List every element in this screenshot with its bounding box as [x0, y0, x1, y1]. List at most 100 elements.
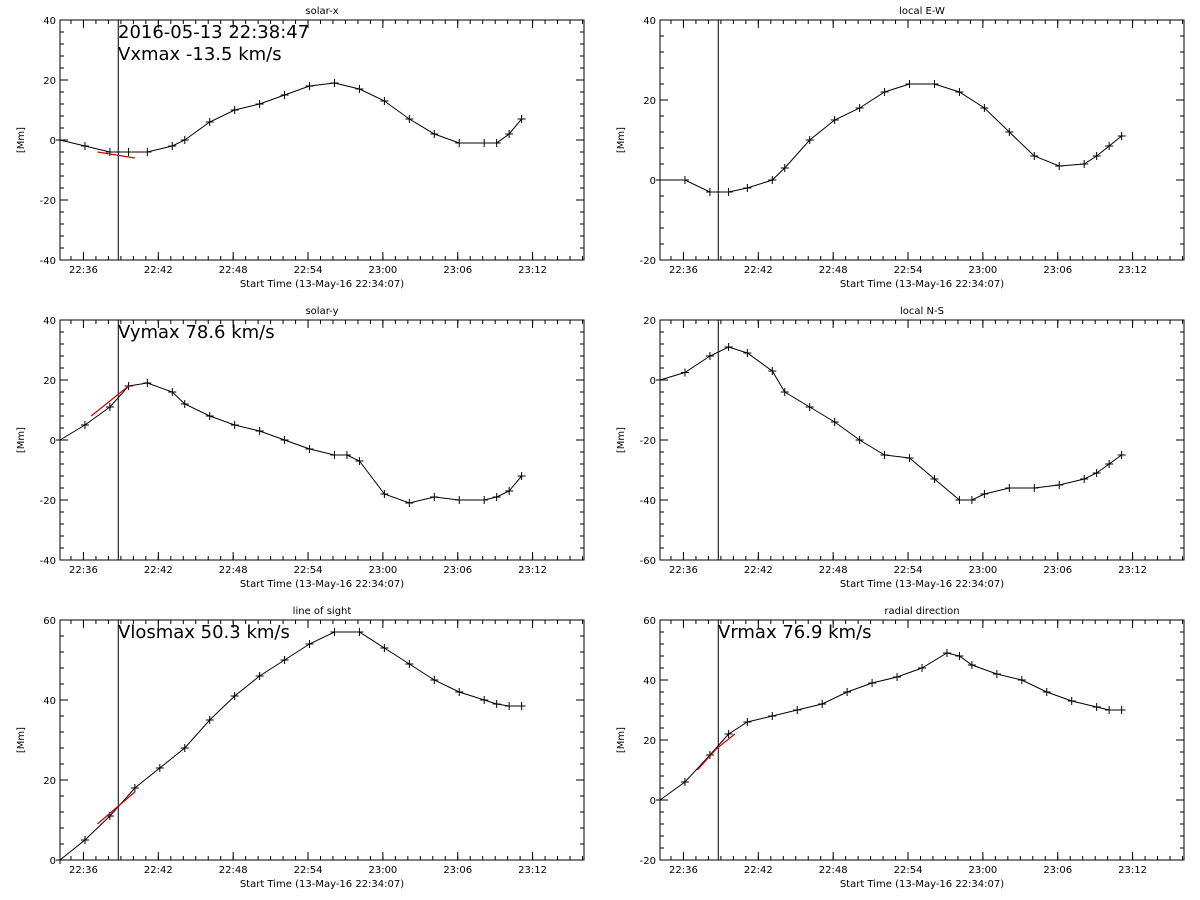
x-tick-label: 23:12 [1118, 565, 1147, 576]
data-point [180, 744, 189, 752]
x-tick-label: 23:06 [1043, 565, 1072, 576]
data-point [105, 148, 114, 156]
y-tick-label: -40 [40, 256, 56, 267]
y-tick-label: 20 [43, 376, 56, 387]
data-point [805, 403, 814, 411]
data-point [180, 400, 189, 408]
data-point [1105, 142, 1114, 150]
x-tick-label: 22:36 [669, 265, 698, 276]
data-point [330, 628, 339, 636]
data-point [743, 184, 752, 192]
y-tick-label: -40 [40, 556, 56, 567]
y-tick-label: 0 [50, 436, 56, 447]
x-axis-title: Start Time (13-May-16 22:34:07) [240, 279, 404, 290]
y-tick-label: -20 [40, 496, 56, 507]
x-tick-label: 23:12 [518, 265, 547, 276]
series-line [59, 82, 523, 153]
axes-frame [59, 619, 585, 861]
data-point [724, 730, 733, 738]
panel-3: local N-S 22:36 22:42 22:48 22:54 23:00 23:06 2… [616, 306, 1185, 590]
x-axis-title: Start Time (13-May-16 22:34:07) [240, 579, 404, 590]
annotation: Vlosmax 50.3 km/s [118, 622, 290, 643]
y-tick-label: 40 [43, 696, 56, 707]
x-tick-label: 23:06 [1043, 265, 1072, 276]
data-point [843, 688, 852, 696]
annotation: Vymax 78.6 km/s [118, 322, 275, 343]
data-point [724, 343, 733, 351]
data-point [80, 421, 89, 429]
data-point [780, 388, 789, 396]
data-point [830, 418, 839, 426]
data-point [280, 656, 289, 664]
data-point [380, 97, 389, 105]
y-tick-label: 40 [43, 316, 56, 327]
data-point [56, 436, 64, 444]
x-tick-label: 22:54 [894, 865, 923, 876]
data-point [505, 487, 514, 495]
x-tick-label: 22:54 [894, 265, 923, 276]
panel-title: line of sight [293, 606, 352, 617]
axes-frame [659, 619, 1185, 861]
annotation: Vxmax -13.5 km/s [118, 44, 282, 65]
data-point [1017, 676, 1026, 684]
x-axis-title: Start Time (13-May-16 22:34:07) [240, 879, 404, 890]
x-tick-label: 23:06 [443, 265, 472, 276]
data-point [1067, 697, 1076, 705]
x-tick-label: 23:12 [1118, 865, 1147, 876]
y-tick-label: 20 [43, 776, 56, 787]
data-point [805, 136, 814, 144]
y-tick-label: -60 [640, 556, 656, 567]
y-tick-label: 40 [43, 16, 56, 27]
data-point [230, 692, 239, 700]
data-point [405, 660, 414, 668]
data-point [1117, 132, 1126, 140]
y-axis-title: [Mm] [616, 127, 627, 153]
data-point [517, 702, 526, 710]
data-point [124, 148, 133, 156]
data-point [430, 130, 439, 138]
data-point [743, 349, 752, 357]
data-point [455, 496, 464, 504]
x-tick-label: 23:06 [443, 565, 472, 576]
data-point [893, 673, 902, 681]
data-point [818, 700, 827, 708]
data-point [780, 164, 789, 172]
data-point [430, 493, 439, 501]
data-point [942, 649, 951, 657]
panel-1: local E-W 22:36 22:42 22:48 22:54 23:00 23:06 2… [616, 6, 1185, 290]
data-point [355, 628, 364, 636]
data-point [1005, 484, 1014, 492]
y-axis-title: [Mm] [616, 727, 627, 753]
data-point [330, 79, 339, 87]
data-point [705, 751, 714, 759]
y-tick-label: 20 [643, 316, 656, 327]
panel-title: local N-S [900, 306, 944, 317]
series-line [59, 382, 523, 504]
data-point [905, 454, 914, 462]
data-point [1055, 162, 1064, 170]
data-point [168, 388, 177, 396]
data-point [1080, 160, 1089, 168]
data-point [205, 716, 214, 724]
fit-line [696, 733, 736, 771]
data-point [330, 451, 339, 459]
data-point [1105, 706, 1114, 714]
x-tick-label: 23:00 [368, 865, 397, 876]
data-point [768, 176, 777, 184]
data-point [930, 80, 939, 88]
data-point [1080, 475, 1089, 483]
data-point [905, 80, 914, 88]
data-point [1092, 152, 1101, 160]
x-tick-label: 22:54 [294, 865, 323, 876]
data-point [143, 148, 152, 156]
data-point [1042, 688, 1051, 696]
data-point [855, 104, 864, 112]
data-point [705, 352, 714, 360]
x-tick-label: 22:48 [219, 565, 248, 576]
data-point [480, 139, 489, 147]
data-point [492, 139, 501, 147]
data-point [255, 427, 264, 435]
data-point [168, 142, 177, 150]
x-tick-label: 23:12 [1118, 265, 1147, 276]
data-point [355, 85, 364, 93]
